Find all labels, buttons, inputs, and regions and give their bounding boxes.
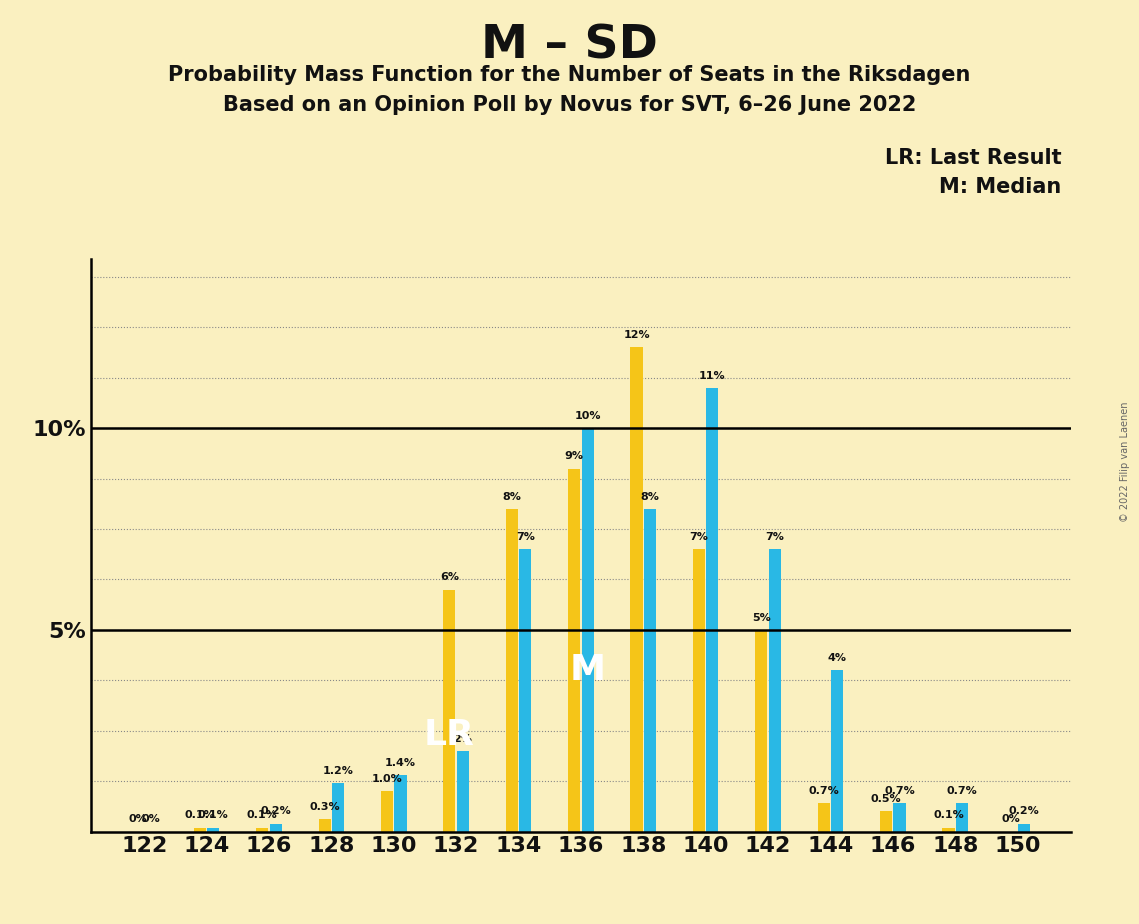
Text: 8%: 8% bbox=[502, 492, 522, 502]
Bar bbox=[568, 468, 580, 832]
Bar bbox=[194, 828, 206, 832]
Bar bbox=[956, 803, 968, 832]
Text: M: M bbox=[570, 653, 606, 687]
Text: 0.2%: 0.2% bbox=[1009, 807, 1040, 816]
Text: 0%: 0% bbox=[141, 814, 161, 824]
Text: 0.1%: 0.1% bbox=[185, 810, 215, 821]
Text: 0.1%: 0.1% bbox=[247, 810, 278, 821]
Bar bbox=[893, 803, 906, 832]
Text: Based on an Opinion Poll by Novus for SVT, 6–26 June 2022: Based on an Opinion Poll by Novus for SV… bbox=[223, 95, 916, 116]
Text: 0.2%: 0.2% bbox=[261, 807, 292, 816]
Text: 11%: 11% bbox=[699, 371, 726, 381]
Bar bbox=[942, 828, 954, 832]
Bar bbox=[880, 811, 892, 832]
Bar bbox=[331, 784, 344, 832]
Text: 6%: 6% bbox=[440, 572, 459, 582]
Bar bbox=[706, 388, 719, 832]
Bar bbox=[1018, 823, 1031, 832]
Bar bbox=[519, 549, 531, 832]
Text: 0.1%: 0.1% bbox=[198, 810, 229, 821]
Text: 0.7%: 0.7% bbox=[947, 786, 977, 796]
Bar bbox=[207, 828, 220, 832]
Text: © 2022 Filip van Laenen: © 2022 Filip van Laenen bbox=[1121, 402, 1130, 522]
Text: 0%: 0% bbox=[1001, 814, 1021, 824]
Bar bbox=[631, 347, 642, 832]
Bar bbox=[256, 828, 269, 832]
Text: 1.4%: 1.4% bbox=[385, 758, 416, 768]
Text: 1.0%: 1.0% bbox=[371, 774, 402, 784]
Text: 0.7%: 0.7% bbox=[884, 786, 915, 796]
Bar bbox=[319, 820, 330, 832]
Text: 0.1%: 0.1% bbox=[933, 810, 964, 821]
Text: 7%: 7% bbox=[765, 532, 785, 542]
Bar bbox=[582, 428, 593, 832]
Text: 5%: 5% bbox=[752, 613, 771, 623]
Bar bbox=[831, 670, 843, 832]
Text: 0.7%: 0.7% bbox=[809, 786, 839, 796]
Text: 0%: 0% bbox=[128, 814, 147, 824]
Bar bbox=[506, 509, 518, 832]
Bar bbox=[394, 775, 407, 832]
Bar bbox=[457, 751, 469, 832]
Text: 9%: 9% bbox=[565, 451, 583, 461]
Text: LR: LR bbox=[424, 718, 475, 752]
Bar bbox=[755, 630, 768, 832]
Text: 1.2%: 1.2% bbox=[322, 766, 353, 776]
Text: 0.3%: 0.3% bbox=[310, 802, 339, 812]
Text: 7%: 7% bbox=[689, 532, 708, 542]
Text: 7%: 7% bbox=[516, 532, 534, 542]
Bar bbox=[769, 549, 781, 832]
Text: Probability Mass Function for the Number of Seats in the Riksdagen: Probability Mass Function for the Number… bbox=[169, 65, 970, 85]
Text: LR: Last Result: LR: Last Result bbox=[885, 148, 1062, 168]
Text: 0.5%: 0.5% bbox=[871, 794, 901, 804]
Bar bbox=[270, 823, 281, 832]
Bar bbox=[644, 509, 656, 832]
Bar bbox=[443, 590, 456, 832]
Text: M: Median: M: Median bbox=[940, 177, 1062, 198]
Bar bbox=[693, 549, 705, 832]
Text: 4%: 4% bbox=[828, 653, 846, 663]
Bar bbox=[818, 803, 830, 832]
Text: M – SD: M – SD bbox=[481, 23, 658, 68]
Text: 12%: 12% bbox=[623, 330, 650, 340]
Text: 2%: 2% bbox=[453, 734, 473, 744]
Bar bbox=[380, 791, 393, 832]
Text: 8%: 8% bbox=[640, 492, 659, 502]
Text: 10%: 10% bbox=[574, 411, 601, 421]
